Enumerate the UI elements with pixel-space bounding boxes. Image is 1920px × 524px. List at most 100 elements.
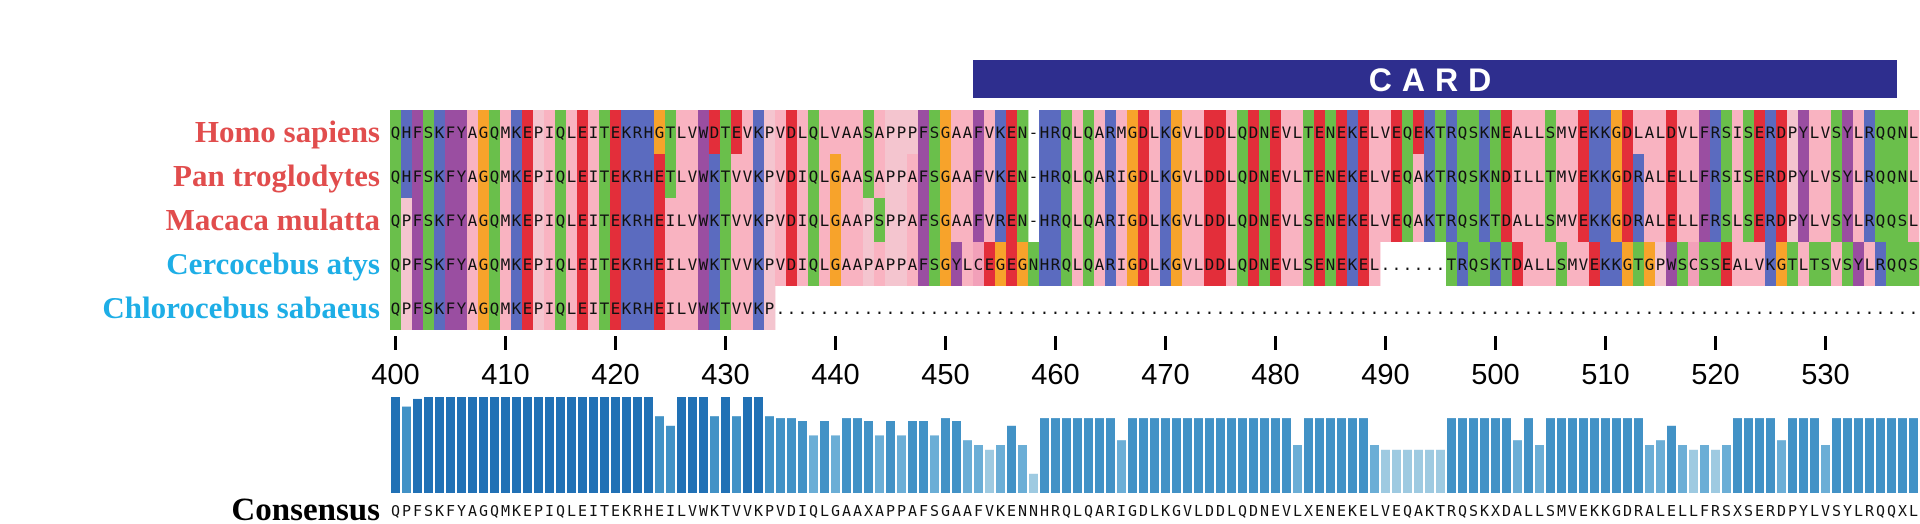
residue-letter: . xyxy=(1392,255,1402,274)
residue-letter: E xyxy=(732,123,742,142)
residue-letter: P xyxy=(765,123,775,142)
residue-letter: D xyxy=(1249,255,1259,274)
residue-cell xyxy=(478,198,490,242)
consensus-letter: D xyxy=(1216,502,1225,520)
residue-letter: K xyxy=(1601,255,1611,274)
residue-cell xyxy=(1589,110,1601,154)
conservation-bar xyxy=(1062,418,1071,493)
residue-letter: K xyxy=(1425,211,1435,230)
residue-letter: K xyxy=(754,167,764,186)
residue-cell xyxy=(907,154,919,198)
species-label-cercocebus-atys: Cercocebus atys xyxy=(166,246,380,281)
conservation-bar xyxy=(886,421,895,493)
consensus-letter: N xyxy=(1326,502,1335,520)
residue-cell xyxy=(775,154,787,198)
residue-letter: V xyxy=(1568,167,1578,186)
consensus-letter: K xyxy=(1480,502,1489,520)
residue-cell xyxy=(797,242,809,286)
residue-letter: F xyxy=(446,123,456,142)
residue-letter: M xyxy=(501,167,511,186)
residue-cell xyxy=(676,286,688,330)
residue-cell xyxy=(962,110,974,154)
residue-cell xyxy=(1611,242,1623,286)
residue-cell xyxy=(1182,198,1194,242)
residue-cell xyxy=(1809,154,1821,198)
residue-letter: S xyxy=(1711,255,1721,274)
residue-letter: P xyxy=(886,211,896,230)
residue-letter: A xyxy=(842,255,852,274)
residue-letter: L xyxy=(567,255,577,274)
conservation-bar xyxy=(831,435,840,493)
residue-letter: G xyxy=(996,255,1006,274)
residue-cell xyxy=(401,286,413,330)
residue-letter: E xyxy=(1392,123,1402,142)
residue-letter: L xyxy=(1194,255,1204,274)
residue-letter: F xyxy=(919,167,929,186)
residue-letter: V xyxy=(1282,123,1292,142)
residue-letter: F xyxy=(413,167,423,186)
residue-letter: D xyxy=(1249,167,1259,186)
residue-letter: . xyxy=(1293,299,1303,318)
residue-letter: G xyxy=(1172,167,1182,186)
conservation-bar xyxy=(897,435,906,493)
residue-cell xyxy=(1688,242,1700,286)
residue-letter: A xyxy=(1095,211,1105,230)
residue-letter: A xyxy=(1414,167,1424,186)
residue-letter: K xyxy=(1480,211,1490,230)
residue-letter: Q xyxy=(556,123,566,142)
consensus-letter: E xyxy=(655,502,664,520)
residue-letter: G xyxy=(479,123,489,142)
residue-cell xyxy=(709,286,721,330)
residue-letter: . xyxy=(831,299,841,318)
consensus-letter: L xyxy=(820,502,829,520)
residue-cell xyxy=(1303,154,1315,198)
residue-cell xyxy=(1589,154,1601,198)
residue-letter: K xyxy=(622,123,632,142)
residue-letter: Q xyxy=(556,167,566,186)
residue-letter: E xyxy=(1359,167,1369,186)
residue-cell xyxy=(1237,154,1249,198)
residue-cell xyxy=(1501,154,1513,198)
residue-letter: R xyxy=(1634,211,1644,230)
residue-letter: F xyxy=(413,123,423,142)
residue-letter: A xyxy=(853,211,863,230)
residue-letter: M xyxy=(501,299,511,318)
residue-cell xyxy=(819,198,831,242)
residue-cell xyxy=(1886,110,1898,154)
residue-letter: D xyxy=(1216,255,1226,274)
residue-cell xyxy=(423,286,435,330)
residue-cell xyxy=(874,242,886,286)
residue-cell xyxy=(830,110,842,154)
residue-letter: R xyxy=(633,167,643,186)
residue-cell xyxy=(544,154,556,198)
residue-cell xyxy=(1369,242,1381,286)
conservation-bar xyxy=(534,397,543,493)
residue-cell xyxy=(852,110,864,154)
residue-cell xyxy=(1842,154,1854,198)
residue-cell xyxy=(621,154,633,198)
conservation-bar xyxy=(1128,418,1137,493)
residue-cell xyxy=(1908,242,1920,286)
residue-cell xyxy=(940,242,952,286)
residue-letter: I xyxy=(666,211,676,230)
residue-cell xyxy=(1743,198,1755,242)
consensus-letter: A xyxy=(1645,502,1654,520)
residue-cell xyxy=(1567,110,1579,154)
residue-letter: V xyxy=(1568,211,1578,230)
residue-letter: L xyxy=(820,255,830,274)
residue-cell xyxy=(1391,154,1403,198)
residue-letter: E xyxy=(1667,211,1677,230)
residue-cell xyxy=(1666,198,1678,242)
residue-cell xyxy=(1435,110,1447,154)
residue-cell xyxy=(852,198,864,242)
conservation-bar xyxy=(1843,418,1852,493)
residue-letter: E xyxy=(1337,167,1347,186)
consensus-letter: Q xyxy=(391,502,400,520)
residue-letter: I xyxy=(1513,167,1523,186)
residue-cell xyxy=(1358,198,1370,242)
residue-letter: A xyxy=(468,167,478,186)
residue-letter: . xyxy=(1656,299,1666,318)
consensus-letter: X xyxy=(864,502,873,520)
residue-letter: K xyxy=(1348,167,1358,186)
conservation-bar xyxy=(974,445,983,493)
